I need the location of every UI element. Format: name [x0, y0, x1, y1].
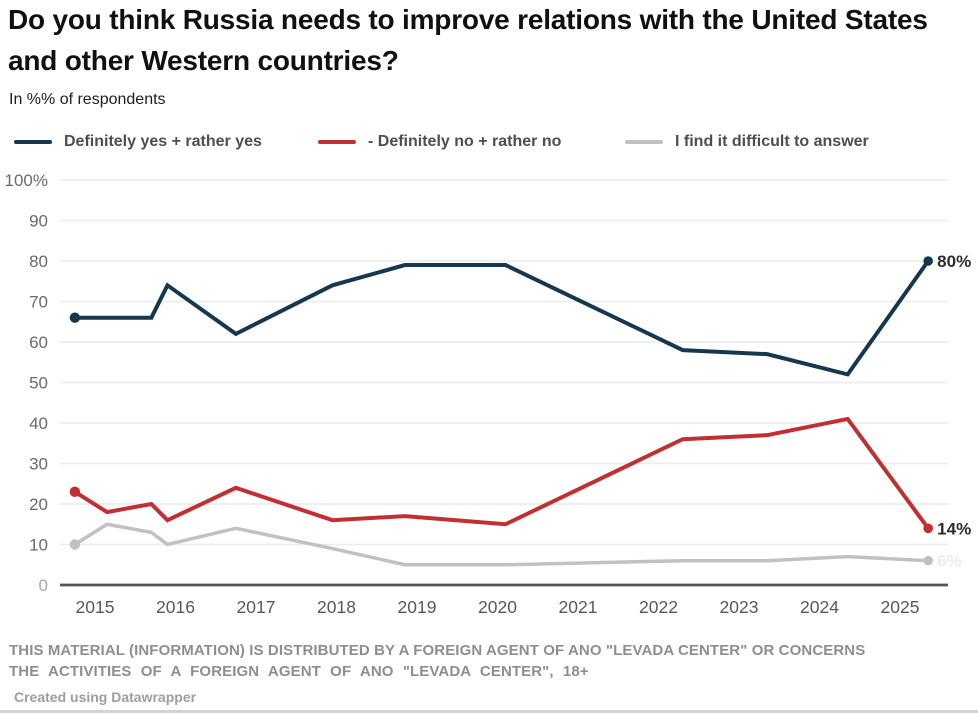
- start-dot-definitely-yes: [69, 312, 81, 323]
- x-tick-label-2022: 2022: [639, 597, 678, 617]
- legend-item-definitely-no: - Definitely no + rather no: [318, 133, 561, 151]
- end-value-label-difficult-to-answer: 6%: [937, 552, 962, 571]
- legend: Definitely yes + rather yes - Definitely …: [0, 133, 978, 159]
- y-tick-label-60: 60: [29, 333, 48, 352]
- legend-item-definitely-yes: Definitely yes + rather yes: [14, 133, 262, 151]
- x-tick-label-2025: 2025: [881, 597, 920, 617]
- y-tick-label-70: 70: [29, 293, 48, 312]
- legend-swatch-difficult-to-answer: [625, 140, 663, 144]
- y-tick-label-30: 30: [29, 455, 48, 474]
- disclaimer-line-2: THE ACTIVITIES OF A FOREIGN AGENT OF ANO…: [9, 663, 589, 681]
- start-dot-difficult-to-answer: [69, 539, 81, 550]
- end-dot-definitely-yes: [923, 256, 933, 266]
- x-tick-label-2020: 2020: [478, 597, 517, 617]
- y-tick-label-20: 20: [29, 495, 48, 514]
- datawrapper-credit: Created using Datawrapper: [14, 689, 197, 705]
- y-tick-label-80: 80: [29, 252, 48, 271]
- x-tick-label-2024: 2024: [800, 597, 839, 617]
- y-tick-label-50: 50: [29, 374, 48, 393]
- y-tick-label-40: 40: [29, 414, 48, 433]
- end-dot-difficult-to-answer: [923, 555, 933, 566]
- legend-swatch-definitely-yes: [14, 140, 52, 144]
- chart-title: Do you think Russia needs to improve rel…: [8, 4, 928, 76]
- y-tick-label-10: 10: [29, 536, 48, 555]
- disclaimer-line-1: THIS MATERIAL (INFORMATION) IS DISTRIBUT…: [9, 642, 866, 659]
- series-line-definitely-yes: [72, 259, 931, 377]
- legend-swatch-definitely-no: [318, 140, 356, 144]
- x-tick-label-2023: 2023: [720, 597, 759, 617]
- legend-item-difficult-to-answer: I find it difficult to answer: [625, 133, 869, 151]
- x-tick-label-2016: 2016: [156, 597, 195, 617]
- x-tick-label-2018: 2018: [317, 597, 356, 617]
- legend-label-definitely-no: - Definitely no + rather no: [368, 133, 562, 150]
- end-value-label-definitely-yes: 80%: [937, 252, 971, 271]
- foreign-agent-disclaimer: THIS MATERIAL (INFORMATION) IS DISTRIBUT…: [9, 640, 969, 683]
- legend-label-difficult-to-answer: I find it difficult to answer: [675, 133, 869, 150]
- start-dot-definitely-no: [69, 486, 81, 498]
- x-tick-label-2015: 2015: [76, 597, 115, 617]
- y-tick-label-90: 90: [29, 212, 48, 231]
- chart-subtitle: In %% of respondents: [9, 91, 166, 108]
- legend-label-definitely-yes: Definitely yes + rather yes: [64, 133, 262, 150]
- y-tick-label-100: 100%: [5, 171, 48, 190]
- end-value-label-definitely-no: 14%: [937, 519, 971, 538]
- series-line-difficult-to-answer: [73, 522, 930, 567]
- x-tick-label-2019: 2019: [398, 597, 437, 617]
- bottom-edge-divider: [0, 710, 978, 713]
- series-line-definitely-no: [72, 416, 931, 531]
- x-tick-label-2021: 2021: [559, 597, 598, 617]
- x-tick-label-2017: 2017: [237, 597, 276, 617]
- y-tick-label-0: 0: [39, 576, 48, 595]
- end-dot-definitely-no: [923, 523, 933, 534]
